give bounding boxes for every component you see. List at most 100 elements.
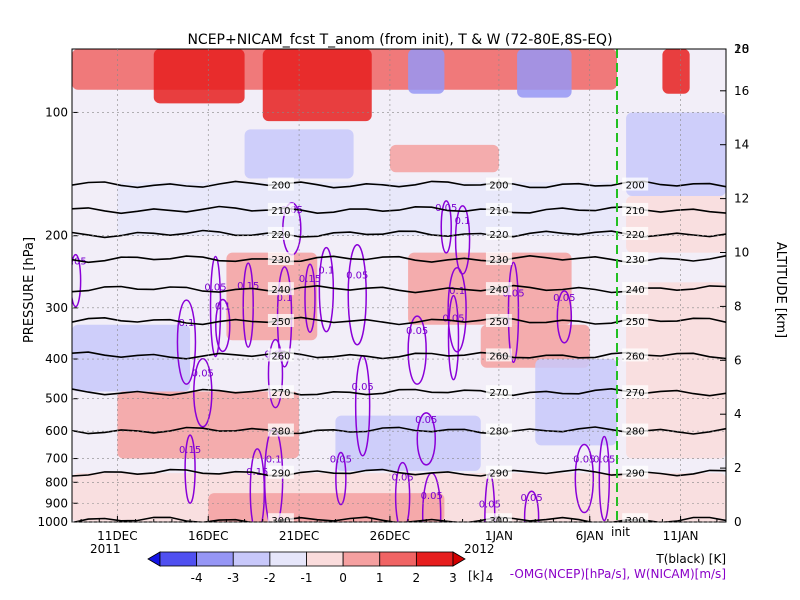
y2-axis-title: ALTITUDE [km] <box>773 242 788 338</box>
w-contour-loop <box>523 490 540 522</box>
temperature-label-bg <box>622 385 649 399</box>
colorbar-tick-label: -3 <box>227 571 239 585</box>
colorbar-tick-label: -1 <box>301 571 313 585</box>
colorbar-swatch <box>196 551 234 567</box>
legend-line-vertical-motion: -OMG(NCEP)[hPa/s], W(NICAM)[m/s] <box>510 567 726 581</box>
y-axis-title: PRESSURE [hPa] <box>22 237 37 343</box>
temperature-label-bg <box>622 177 649 191</box>
x-tick-label: 21DEC <box>279 529 319 543</box>
y2-tick-label: 8 <box>734 299 742 313</box>
w-contour-loop <box>407 315 427 385</box>
w-contour-loop <box>347 243 367 346</box>
w-contour-loop <box>193 357 213 428</box>
temperature-label-bg <box>485 252 512 266</box>
w-contour-label: 0.1 <box>455 216 471 227</box>
y2-tick-label: 6 <box>734 353 742 367</box>
x-tick-label: 16DEC <box>188 529 228 543</box>
anomaly-patch <box>335 415 481 471</box>
temperature-contour-label: 250 <box>271 317 290 328</box>
anomaly-patch <box>153 49 245 104</box>
year-start-label: 2011 <box>90 542 121 556</box>
temperature-contour-label: 230 <box>626 255 645 266</box>
anomaly-patch <box>244 129 354 179</box>
w-contour-loop <box>447 294 460 381</box>
x-tick-label: 1JAN <box>485 529 513 543</box>
temperature-label-bg <box>622 202 649 216</box>
y2-tick-label: 16 <box>734 84 749 98</box>
w-contour-label: 0.05 <box>406 326 428 337</box>
colorbar-swatch <box>342 551 381 567</box>
temperature-contour-label: 240 <box>271 285 290 296</box>
temperature-contour-label: 200 <box>271 181 290 192</box>
w-contour-loop <box>447 267 467 353</box>
w-contour-loop <box>574 443 595 514</box>
w-contour-loop <box>598 435 611 522</box>
temperature-contour-line <box>72 180 726 189</box>
anomaly-patch <box>262 49 372 122</box>
colorbar-low-arrow <box>147 551 161 567</box>
temperature-contour-label: 240 <box>626 285 645 296</box>
temperature-label-bg <box>267 465 294 479</box>
colorbar-tick-label: 1 <box>376 571 384 585</box>
y-axis: 100 200 300 400 500 600 700 800 900 1000 <box>37 105 726 529</box>
chart-title: NCEP+NICAM_fcst T_anom (from init), T & … <box>187 32 612 48</box>
temperature-contour-label: 290 <box>271 469 290 480</box>
colorbar-swatch <box>379 551 417 567</box>
w-contour-label: 0.15 <box>299 274 321 285</box>
temperature-label-bg <box>622 282 649 296</box>
legend-line-temperature: T(black) [K] <box>655 552 726 566</box>
temperature-contour-label: 290 <box>626 469 645 480</box>
anomaly-patch <box>408 49 445 94</box>
colorbar-tick-label: 2 <box>413 571 421 585</box>
temperature-label-bg <box>622 252 649 266</box>
temperature-contour-label: 280 <box>489 427 508 438</box>
anomaly-patch <box>626 282 726 459</box>
temperature-label-bg <box>267 252 294 266</box>
temperature-label-bg <box>267 385 294 399</box>
w-contour-label: 0.05 <box>520 493 542 504</box>
w-contour-label: 0.1 <box>277 293 293 304</box>
temperature-label-bg <box>622 226 649 240</box>
temperature-contour-label: 260 <box>626 351 645 362</box>
w-contour-label: 0.05 <box>346 271 368 282</box>
w-contour-loop <box>72 253 82 308</box>
y-tick-label: 100 <box>45 105 68 119</box>
temperature-contour-label: 220 <box>271 230 290 241</box>
w-contour-label: 0.05 <box>593 455 615 466</box>
y2-tick-label: 12 <box>734 192 749 206</box>
w-contour-label: 0.05 <box>415 415 437 426</box>
temperature-contour-label: 210 <box>489 206 508 217</box>
temperature-label-bg <box>622 465 649 479</box>
temperature-contour-label: 230 <box>271 255 290 266</box>
temperature-contour-label: 210 <box>271 206 290 217</box>
w-contour-loop <box>184 434 196 504</box>
temperature-contour-label: 200 <box>489 181 508 192</box>
colorbar-tick-label: 4 <box>486 571 494 585</box>
x-tick-label: 11DEC <box>97 529 137 543</box>
x-axis: 11DEC 16DEC 21DEC 26DEC 1JAN 6JAN 11JAN <box>80 49 718 543</box>
w-contour-loop <box>267 338 284 409</box>
temperature-contour-label: 300 <box>626 516 645 527</box>
w-contour-loop <box>304 263 316 333</box>
y2-tick-label: 10 <box>734 246 749 260</box>
temperature-label-bg <box>485 282 512 296</box>
w-contour-label: 0.05 <box>435 203 457 214</box>
y2-tick-label: 0 <box>734 515 742 529</box>
y-tick-label: 300 <box>45 301 68 315</box>
temperature-contour-label: 270 <box>489 388 508 399</box>
w-contour-loop <box>394 461 411 522</box>
init-label: init <box>611 525 630 539</box>
y2-tick-label: 18 <box>734 42 749 56</box>
y-tick-label: 1000 <box>37 515 68 529</box>
w-contour-label: 0.05 <box>192 369 214 380</box>
w-contour-label: 0.05 <box>352 382 374 393</box>
y-tick-label: 200 <box>45 229 68 243</box>
colorbar-swatch <box>415 551 454 567</box>
w-contour-loop <box>242 262 254 348</box>
colorbar-tick-label: 3 <box>449 571 457 585</box>
w-contour-label: 0.05 <box>392 473 414 484</box>
temperature-label-bg <box>622 348 649 362</box>
w-contour-label: 0.15 <box>237 281 259 292</box>
temperature-label-bg <box>267 313 294 327</box>
temperature-label-bg <box>267 226 294 240</box>
